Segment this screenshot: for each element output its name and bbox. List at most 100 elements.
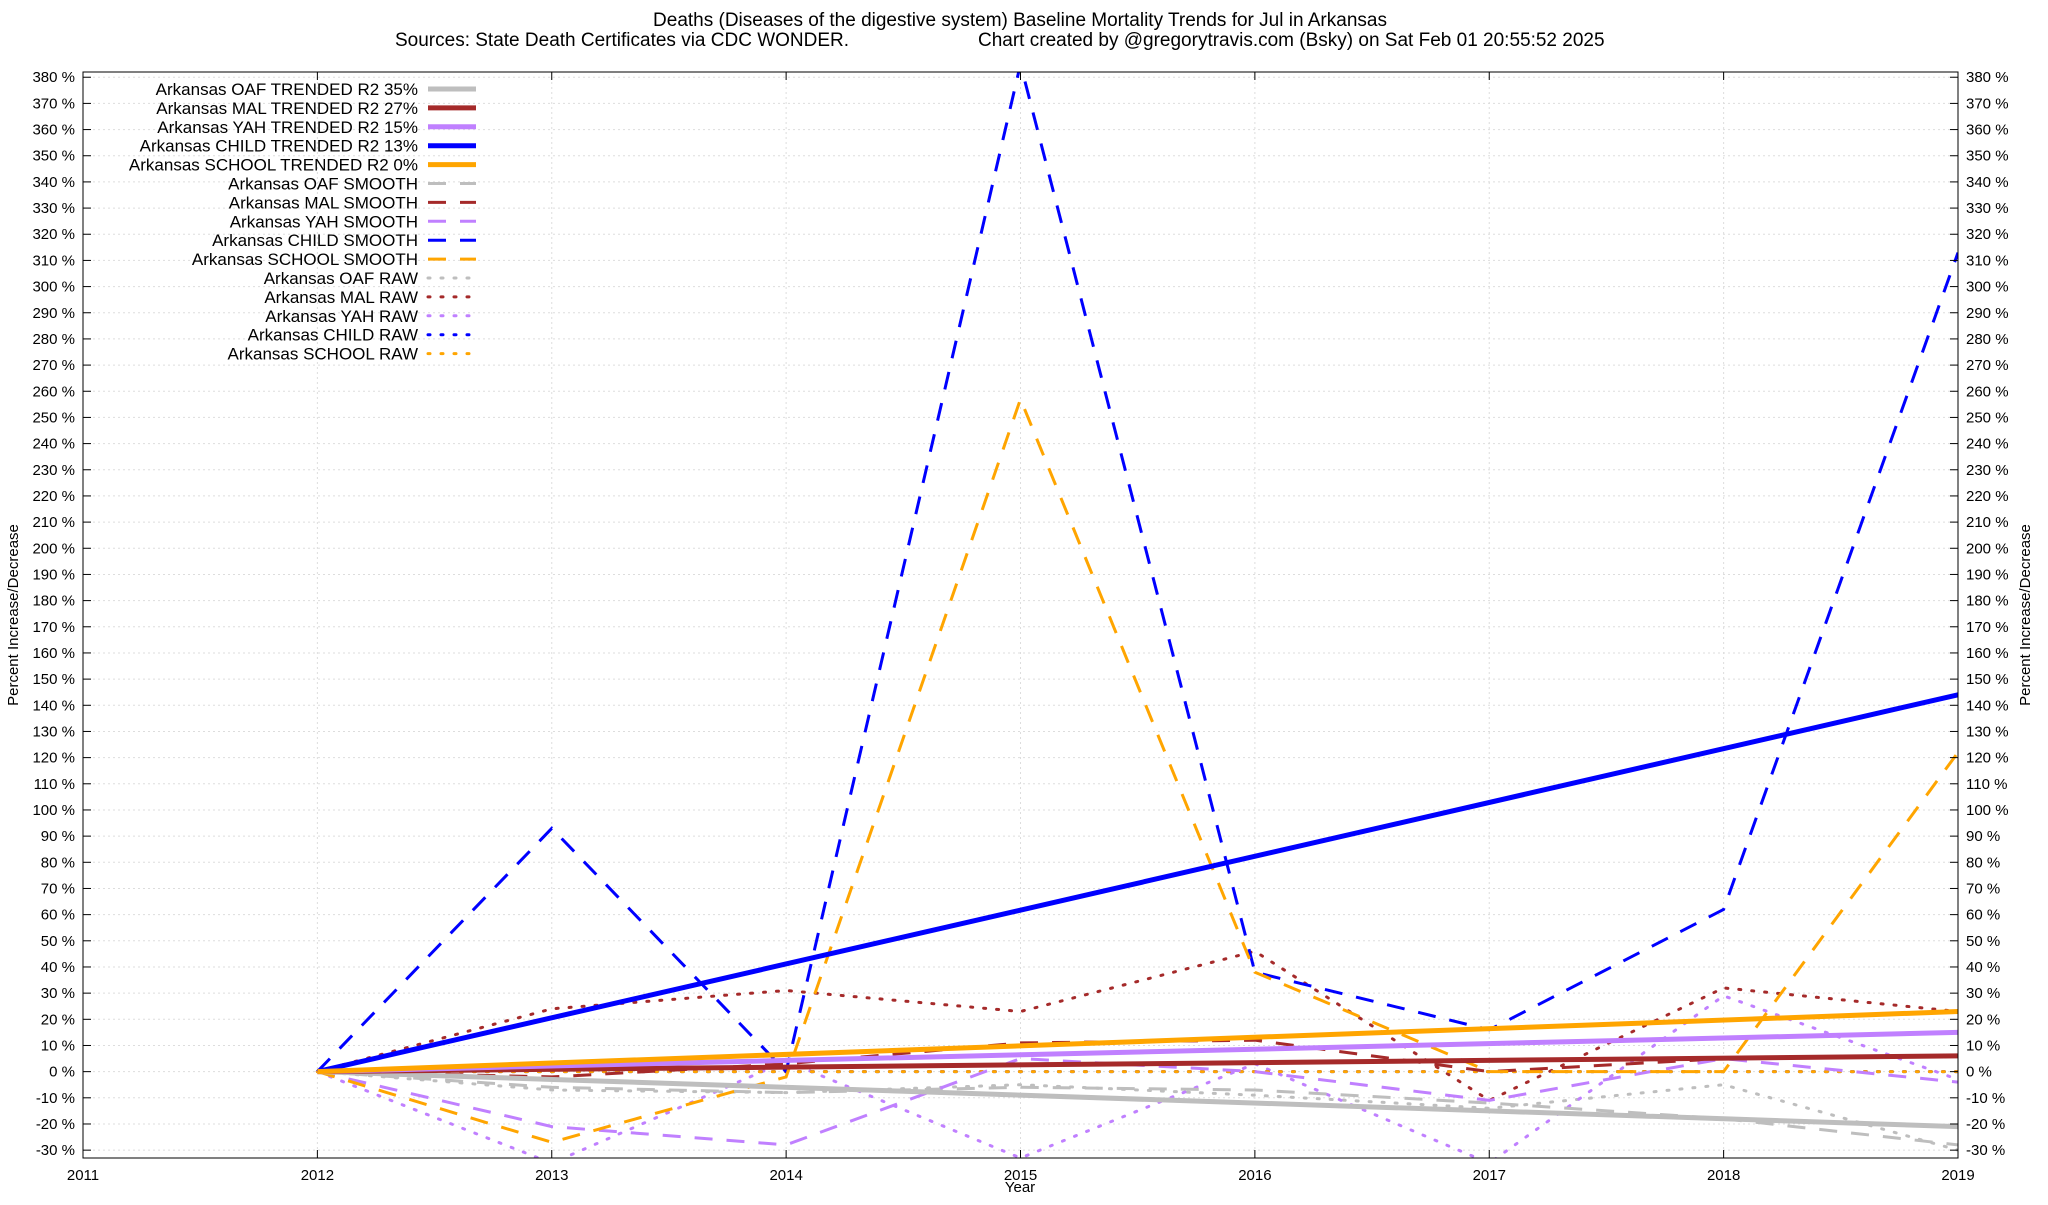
y-tick-label-left: 160 % [32,645,75,662]
y-axis-label-left: Percent Increase/Decrease [5,524,22,706]
legend-label-arkansas-child-smooth: Arkansas CHILD SMOOTH [212,231,418,250]
chart-title: Deaths (Diseases of the digestive system… [653,10,1387,31]
x-tick-label: 2016 [1238,1167,1271,1184]
y-tick-label-left: 250 % [32,409,75,426]
y-tick-label-left: 190 % [32,566,75,583]
y-tick-label-right: 70 % [1966,880,2000,897]
y-tick-label-right: 360 % [1966,122,2009,139]
y-tick-label-right: 230 % [1966,462,2009,479]
y-tick-label-right: 130 % [1966,723,2009,740]
y-tick-label-left: 240 % [32,436,75,453]
series-line-arkansas-mal-raw [315,949,1958,1103]
series-lines [315,72,1958,1158]
x-tick-label: 2011 [67,1167,99,1184]
legend-label-arkansas-mal-trended-r2-27: Arkansas MAL TRENDED R2 27% [156,99,418,118]
y-tick-label-left: 200 % [32,540,75,557]
legend-label-arkansas-mal-raw: Arkansas MAL RAW [264,288,418,307]
x-axis-label: Year [1005,1179,1035,1196]
series-line-arkansas-oaf-raw [315,1070,1958,1152]
legend-label-arkansas-mal-smooth: Arkansas MAL SMOOTH [229,193,418,212]
y-tick-label-right: 150 % [1966,671,2009,688]
y-tick-label-left: 60 % [41,907,75,924]
axis-ticks: -30 % -30 % -20 % -20 % -10 % -10 % 0 % 0 % 10 %… [32,69,2008,1184]
y-tick-label-left: -10 % [36,1090,75,1107]
y-tick-label-right: 60 % [1966,907,2000,924]
y-tick-label-left: 50 % [41,933,75,950]
y-tick-label-left: 270 % [32,357,75,374]
y-tick-label-left: 120 % [32,750,75,767]
y-tick-label-left: -20 % [36,1116,75,1133]
y-tick-label-right: 160 % [1966,645,2009,662]
y-tick-label-right: 300 % [1966,279,2009,296]
y-tick-label-left: 70 % [41,880,75,897]
y-tick-label-left: 290 % [32,305,75,322]
y-tick-label-left: 10 % [41,1037,75,1054]
x-tick-label: 2014 [769,1167,802,1184]
y-tick-label-right: 120 % [1966,750,2009,767]
y-tick-label-left: 40 % [41,959,75,976]
y-tick-label-left: 370 % [32,95,75,112]
y-tick-label-right: 380 % [1966,69,2009,86]
series-line-arkansas-child-smooth [316,72,1958,1075]
y-tick-label-left: 90 % [41,828,75,845]
series-line-arkansas-mal-trended-r2-27 [317,1053,1958,1075]
y-tick-label-left: 20 % [41,1011,75,1028]
legend-label-arkansas-oaf-raw: Arkansas OAF RAW [264,269,418,288]
y-tick-label-left: 150 % [32,671,75,688]
y-tick-label-left: -30 % [36,1142,75,1159]
x-tick-label: 2019 [1941,1167,1974,1184]
y-tick-label-left: 340 % [32,174,75,191]
y-tick-label-left: 180 % [32,593,75,610]
x-tick-label: 2018 [1707,1167,1740,1184]
y-tick-label-left: 110 % [34,776,75,793]
chart-subtitle-credit: Chart created by @gregorytravis.com (Bsk… [978,30,1605,51]
legend-label-arkansas-yah-trended-r2-15: Arkansas YAH TRENDED R2 15% [157,118,418,137]
y-tick-label-left: 380 % [32,69,75,86]
y-tick-label-left: 360 % [32,122,75,139]
series-line-arkansas-child-trended-r2-13 [316,692,1958,1075]
y-tick-label-left: 310 % [32,252,75,269]
y-tick-label-left: 280 % [32,331,75,348]
series-line-arkansas-oaf-trended-r2-35 [317,1069,1958,1130]
series-line-arkansas-oaf-smooth [317,1070,1958,1147]
y-tick-label-right: 350 % [1966,148,2009,165]
y-tick-label-right: 340 % [1966,174,2009,191]
y-tick-label-right: 110 % [1966,776,2007,793]
x-tick-label: 2012 [301,1167,334,1184]
y-tick-label-right: 250 % [1966,409,2009,426]
legend-label-arkansas-child-raw: Arkansas CHILD RAW [248,326,418,345]
y-tick-label-right: 290 % [1966,305,2009,322]
y-tick-label-left: 260 % [32,383,75,400]
legend-label-arkansas-oaf-smooth: Arkansas OAF SMOOTH [228,175,418,194]
legend-label-arkansas-yah-raw: Arkansas YAH RAW [265,307,418,326]
x-tick-label: 2017 [1473,1167,1506,1184]
y-tick-label-right: 30 % [1966,985,2000,1002]
chart-subtitle-source: Sources: State Death Certificates via CD… [395,30,849,51]
series-line-arkansas-mal-smooth [317,1038,1958,1079]
y-tick-label-right: 20 % [1966,1011,2000,1028]
y-tick-label-right: 200 % [1966,540,2009,557]
x-tick-label: 2015 [1004,1167,1037,1184]
y-tick-label-right: 180 % [1966,593,2009,610]
y-tick-label-left: 170 % [32,619,75,636]
y-tick-label-right: 270 % [1966,357,2009,374]
legend-label-arkansas-child-trended-r2-13: Arkansas CHILD TRENDED R2 13% [140,137,418,156]
y-tick-label-right: 210 % [1966,514,2009,531]
legend-label-arkansas-oaf-trended-r2-35: Arkansas OAF TRENDED R2 35% [156,80,418,99]
y-tick-label-left: 300 % [32,279,75,296]
y-tick-label-left: 210 % [32,514,75,531]
y-tick-label-left: 350 % [32,148,75,165]
y-tick-label-left: 330 % [32,200,75,217]
legend-label-arkansas-yah-smooth: Arkansas YAH SMOOTH [230,212,418,231]
series-line-arkansas-school-trended-r2-0 [317,1009,1958,1075]
y-tick-label-left: 80 % [41,854,75,871]
y-tick-label-right: 190 % [1966,566,2009,583]
y-tick-label-right: 330 % [1966,200,2009,217]
y-tick-label-right: -20 % [1966,1116,2005,1133]
y-tick-label-right: 310 % [1966,252,2009,269]
y-tick-label-right: 40 % [1966,959,2000,976]
y-tick-label-right: 10 % [1966,1037,2000,1054]
x-tick-label: 2013 [535,1167,568,1184]
y-tick-label-left: 0 % [49,1064,75,1081]
y-tick-label-left: 230 % [32,462,75,479]
